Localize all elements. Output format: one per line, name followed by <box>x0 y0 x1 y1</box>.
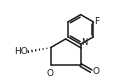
Text: HO: HO <box>14 47 27 56</box>
Text: O: O <box>47 69 54 78</box>
Text: N: N <box>82 38 88 47</box>
Text: F: F <box>94 17 99 26</box>
Text: O: O <box>92 67 99 76</box>
